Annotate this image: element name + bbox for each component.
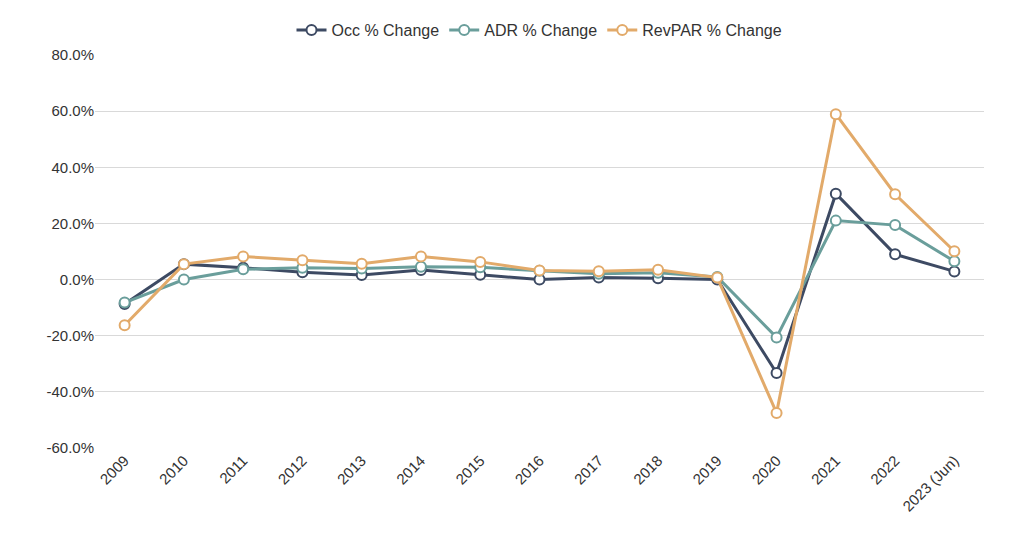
- svg-text:2014: 2014: [393, 452, 429, 488]
- svg-text:Occ % Change: Occ % Change: [332, 22, 440, 39]
- svg-text:2018: 2018: [630, 452, 666, 488]
- svg-text:ADR % Change: ADR % Change: [484, 22, 597, 39]
- svg-text:60.0%: 60.0%: [51, 102, 94, 119]
- svg-text:2013: 2013: [334, 452, 370, 488]
- svg-text:-20.0%: -20.0%: [46, 327, 94, 344]
- svg-text:2012: 2012: [274, 452, 310, 488]
- svg-text:40.0%: 40.0%: [51, 159, 94, 176]
- svg-text:RevPAR % Change: RevPAR % Change: [642, 22, 781, 39]
- svg-text:2021: 2021: [808, 452, 844, 488]
- svg-text:2010: 2010: [156, 452, 192, 488]
- svg-text:80.0%: 80.0%: [51, 46, 94, 63]
- svg-text:0.0%: 0.0%: [60, 271, 94, 288]
- svg-text:2022: 2022: [867, 452, 903, 488]
- svg-text:2016: 2016: [511, 452, 547, 488]
- svg-text:2020: 2020: [748, 452, 784, 488]
- svg-text:-40.0%: -40.0%: [46, 383, 94, 400]
- svg-text:2023 (Jun): 2023 (Jun): [899, 452, 962, 515]
- svg-text:2019: 2019: [689, 452, 725, 488]
- svg-text:2011: 2011: [216, 452, 251, 487]
- svg-text:2017: 2017: [571, 452, 607, 488]
- svg-text:2009: 2009: [96, 452, 132, 488]
- svg-text:20.0%: 20.0%: [51, 215, 94, 232]
- svg-text:2015: 2015: [452, 452, 488, 488]
- svg-text:-60.0%: -60.0%: [46, 439, 94, 456]
